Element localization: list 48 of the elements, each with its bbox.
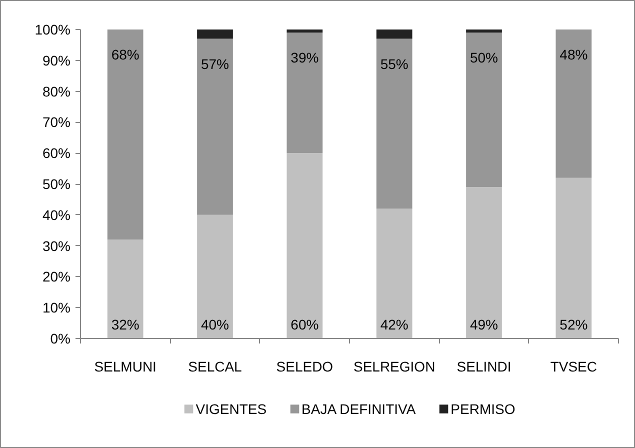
data-label: 55% [380,56,408,72]
data-label: 49% [470,316,498,332]
legend-label: VIGENTES [196,400,267,416]
legend-label: BAJA DEFINITIVA [302,400,416,416]
y-tick-label: 100% [34,22,71,38]
y-tick-label: 90% [42,52,71,68]
y-tick-label: 40% [42,206,71,223]
x-tick-label: SELMUNI [94,358,156,374]
y-tick-label: 30% [42,238,71,254]
y-tick-label: 80% [42,83,71,100]
x-tick-label: SELINDI [456,358,512,374]
y-tick-label: 20% [42,268,71,285]
bar [376,38,412,209]
bar [286,153,323,338]
data-label: 57% [200,56,230,72]
data-label: 32% [111,316,140,332]
legend-label: PERMISO [450,400,516,416]
x-tick-label: TVSEC [550,358,598,374]
y-tick-label: 10% [42,300,71,316]
y-tick-label: 0% [50,330,70,346]
x-tick-label: SELREGION [353,358,436,374]
data-label: 50% [470,50,498,66]
data-label: 42% [380,316,408,332]
bar [376,30,412,39]
data-label: 60% [290,316,319,332]
y-tick-label: 50% [42,176,71,192]
data-label: 68% [111,46,140,62]
bar [466,32,502,188]
data-label: 40% [200,316,230,332]
bar [556,178,592,338]
y-tick-label: 60% [42,145,71,162]
bar [286,30,323,33]
y-tick-label: 70% [42,114,71,130]
bar [466,30,502,33]
bar [197,214,233,338]
bar [376,208,412,338]
x-tick-label: SELCAL [188,358,242,374]
bar [556,30,592,178]
data-label: 52% [560,316,588,332]
bar [107,30,144,240]
bar [197,30,233,39]
bar [466,187,502,338]
x-tick-label: SELEDO [276,358,334,374]
bar [286,32,323,154]
data-label: 39% [290,50,319,66]
bar [197,38,233,215]
data-label: 48% [560,46,588,62]
bar [107,240,144,338]
